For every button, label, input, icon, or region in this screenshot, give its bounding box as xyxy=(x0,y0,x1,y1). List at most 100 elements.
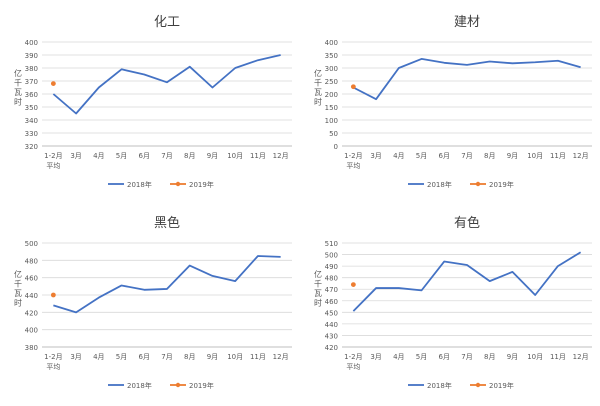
y-tick-label: 460 xyxy=(25,275,38,283)
x-tick-label: 8月 xyxy=(484,152,495,160)
x-tick-label: 9月 xyxy=(207,353,218,361)
x-tick-label: 4月 xyxy=(393,353,404,361)
series-point-1 xyxy=(350,84,356,90)
y-tick-label: 380 xyxy=(25,344,38,352)
x-tick-label: 11月 xyxy=(250,152,266,160)
y-tick-label: 300 xyxy=(325,65,338,73)
y-tick-label: 380 xyxy=(25,65,38,73)
line-chart: 建材 0 50 100 150 200 250 300 350 400 亿千瓦时 1-2月平均 3月 4月… xyxy=(314,15,592,189)
y-tick-label: 470 xyxy=(325,286,338,294)
y-tick-label: 360 xyxy=(25,91,38,99)
y-tick-label: 320 xyxy=(25,143,38,151)
y-tick-label: 480 xyxy=(325,275,338,283)
y-tick-label: 50 xyxy=(329,130,338,138)
y-tick-label: 200 xyxy=(325,91,338,99)
x-tick-label: 5月 xyxy=(416,152,427,160)
chart-title: 有色 xyxy=(454,215,480,231)
x-tick-label: 3月 xyxy=(70,152,81,160)
chart-title: 黑色 xyxy=(154,215,180,231)
series-line-0 xyxy=(52,54,281,115)
x-tick-label: 12月 xyxy=(573,152,589,160)
x-tick-label: 6月 xyxy=(439,152,450,160)
x-tick-label: 8月 xyxy=(484,353,495,361)
legend-label: 2018年 xyxy=(127,381,152,390)
x-tick-label: 6月 xyxy=(139,353,150,361)
chart-panel-ferrous: 黑色 380 400 420 440 460 480 500 亿千瓦时 1-2月平均 3月 4月 5月 6… xyxy=(0,201,300,406)
chart-title: 建材 xyxy=(454,15,480,30)
x-tick-label: 10月 xyxy=(527,353,543,361)
y-tick-label: 250 xyxy=(325,78,338,86)
chart-title: 化工 xyxy=(154,15,180,30)
y-axis-label: 亿千瓦时 xyxy=(14,68,22,107)
y-tick-label: 440 xyxy=(25,292,38,300)
y-tick-label: 0 xyxy=(334,143,338,151)
series-line-0 xyxy=(352,58,581,101)
y-tick-label: 330 xyxy=(25,130,38,138)
x-tick-label: 4月 xyxy=(393,152,404,160)
x-tick-label: 10月 xyxy=(227,152,243,160)
series-point-1 xyxy=(50,292,56,298)
y-tick-label: 500 xyxy=(325,252,338,260)
x-tick-label: 12月 xyxy=(573,353,589,361)
y-axis-label: 亿千瓦时 xyxy=(14,269,22,308)
x-tick-label: 1-2月平均 xyxy=(344,152,362,170)
y-tick-label: 420 xyxy=(25,309,38,317)
x-tick-label: 3月 xyxy=(70,353,81,361)
x-tick-label: 8月 xyxy=(184,353,195,361)
legend-label: 2019年 xyxy=(189,180,214,189)
y-tick-label: 490 xyxy=(325,263,338,271)
legend-label: 2018年 xyxy=(127,180,152,189)
x-tick-label: 7月 xyxy=(161,152,172,160)
y-tick-label: 500 xyxy=(25,240,38,248)
y-tick-label: 420 xyxy=(325,344,338,352)
series-point-1 xyxy=(50,81,56,86)
x-tick-label: 10月 xyxy=(527,152,543,160)
x-tick-label: 7月 xyxy=(461,353,472,361)
x-tick-label: 11月 xyxy=(550,353,566,361)
x-tick-label: 7月 xyxy=(161,353,172,361)
x-tick-label: 9月 xyxy=(507,353,518,361)
legend-label: 2019年 xyxy=(489,180,514,189)
y-tick-label: 400 xyxy=(25,327,38,335)
x-tick-label: 10月 xyxy=(227,353,243,361)
legend-label: 2019年 xyxy=(189,381,214,390)
y-tick-label: 510 xyxy=(325,240,338,248)
chart-panel-building-materials: 建材 0 50 100 150 200 250 300 350 400 亿千瓦时 1-2月平均 3月 4月… xyxy=(300,0,600,205)
y-tick-label: 400 xyxy=(325,39,338,47)
y-tick-label: 100 xyxy=(325,117,338,125)
y-tick-label: 350 xyxy=(25,104,38,112)
legend-marker xyxy=(475,382,481,388)
legend-label: 2018年 xyxy=(427,180,452,189)
x-tick-label: 7月 xyxy=(461,152,472,160)
legend-marker xyxy=(175,382,181,388)
series-point-1 xyxy=(350,282,356,287)
x-tick-label: 4月 xyxy=(93,353,104,361)
line-chart: 黑色 380 400 420 440 460 480 500 亿千瓦时 1-2月平均 3月 4月 5月 6… xyxy=(14,215,292,390)
x-tick-label: 1-2月平均 xyxy=(44,152,62,170)
x-tick-label: 1-2月平均 xyxy=(344,353,362,371)
legend-label: 2019年 xyxy=(489,381,514,390)
x-tick-label: 6月 xyxy=(439,353,450,361)
y-tick-label: 400 xyxy=(25,39,38,47)
x-tick-label: 4月 xyxy=(93,152,104,160)
x-tick-label: 8月 xyxy=(184,152,195,160)
y-tick-label: 340 xyxy=(25,117,38,125)
y-tick-label: 480 xyxy=(25,257,38,265)
y-tick-label: 440 xyxy=(325,321,338,329)
x-tick-label: 1-2月平均 xyxy=(44,353,62,371)
legend-marker xyxy=(175,181,181,187)
y-tick-label: 450 xyxy=(325,309,338,317)
series-line-0 xyxy=(352,251,582,312)
y-tick-label: 150 xyxy=(325,104,338,112)
y-axis-label: 亿千瓦时 xyxy=(314,269,322,308)
x-tick-label: 3月 xyxy=(370,152,381,160)
y-axis-label: 亿千瓦时 xyxy=(314,68,322,107)
line-chart: 有色 420 430 440 450 460 470 480 490 500 510 亿千瓦时 1-2月… xyxy=(314,215,592,390)
legend-label: 2018年 xyxy=(427,381,452,390)
chart-panel-chemical: 化工 320 330 340 350 360 370 380 390 400 亿千瓦时 1-2月平均 3… xyxy=(0,0,300,205)
x-tick-label: 5月 xyxy=(116,152,127,160)
y-tick-label: 370 xyxy=(25,78,38,86)
y-tick-label: 430 xyxy=(325,332,338,340)
x-tick-label: 11月 xyxy=(250,353,266,361)
legend-marker xyxy=(475,181,481,187)
